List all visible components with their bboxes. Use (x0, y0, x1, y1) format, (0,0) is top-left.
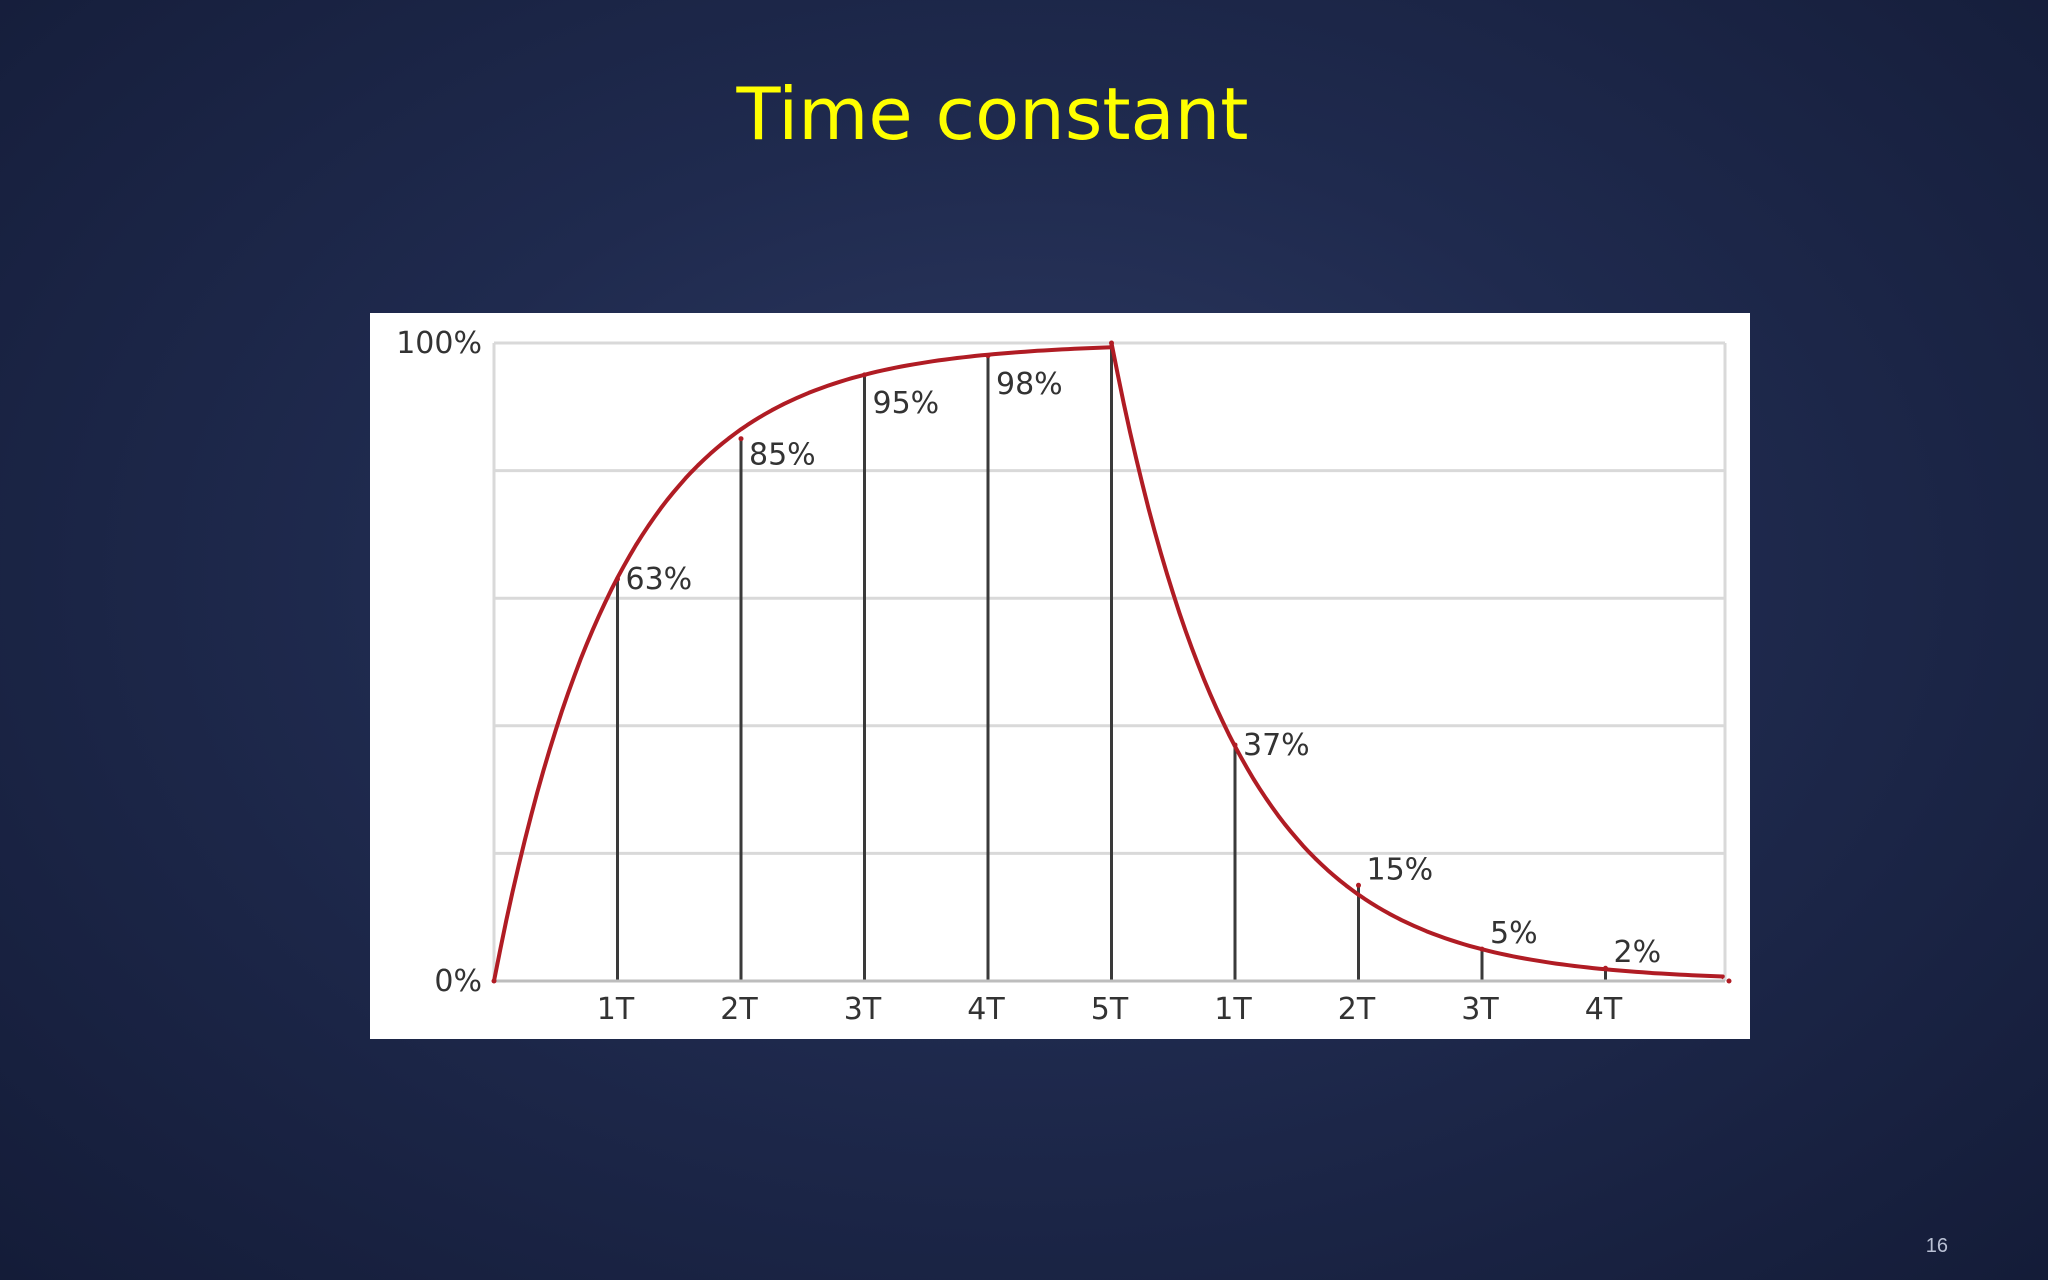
data-point-0 (491, 978, 497, 984)
x-tick-label-4: 5T (1091, 992, 1129, 1027)
page-number: 16 (1925, 1235, 1948, 1257)
data-point-1 (615, 576, 620, 582)
annotation-0: 63% (626, 562, 693, 597)
slide-title: Time constant (736, 72, 1249, 156)
data-point-9 (1603, 965, 1608, 971)
x-tick-label-3: 4T (967, 992, 1005, 1027)
data-point-4 (985, 353, 991, 359)
data-point-5 (1109, 340, 1114, 346)
data-point-8 (1479, 946, 1485, 952)
data-point-10 (1726, 978, 1732, 984)
data-point-7 (1356, 882, 1361, 888)
annotation-4: 37% (1243, 728, 1310, 763)
x-tick-label-2: 3T (844, 992, 882, 1027)
x-tick-label-0: 1T (597, 992, 635, 1027)
x-tick-label-6: 2T (1338, 992, 1376, 1027)
annotation-7: 2% (1614, 935, 1662, 970)
annotation-3: 98% (996, 367, 1063, 402)
y-tick-label-0: 0% (434, 964, 482, 999)
annotation-1: 85% (749, 438, 816, 473)
time-constant-chart: 0% 100% 63% 85% 95% 98% 37% 15% 5% 2% 1T 2T 3T 4T 5T 1T… (370, 313, 1750, 1039)
x-tick-label-1: 2T (720, 992, 758, 1027)
x-tick-label-5: 1T (1214, 992, 1252, 1027)
chart-canvas: 0% 100% 63% 85% 95% 98% 37% 15% 5% 2% 1T 2T 3T 4T 5T 1T… (396, 326, 1732, 1027)
x-tick-label-8: 4T (1585, 992, 1623, 1027)
data-point-2 (738, 436, 744, 442)
data-point-6 (1232, 742, 1238, 748)
annotation-5: 15% (1367, 852, 1434, 887)
annotation-6: 5% (1490, 916, 1538, 951)
y-tick-label-1: 100% (396, 326, 482, 361)
series-curve (492, 341, 1725, 982)
data-point-3 (862, 372, 867, 378)
x-tick-label-7: 3T (1461, 992, 1499, 1027)
annotation-2: 95% (873, 386, 940, 421)
